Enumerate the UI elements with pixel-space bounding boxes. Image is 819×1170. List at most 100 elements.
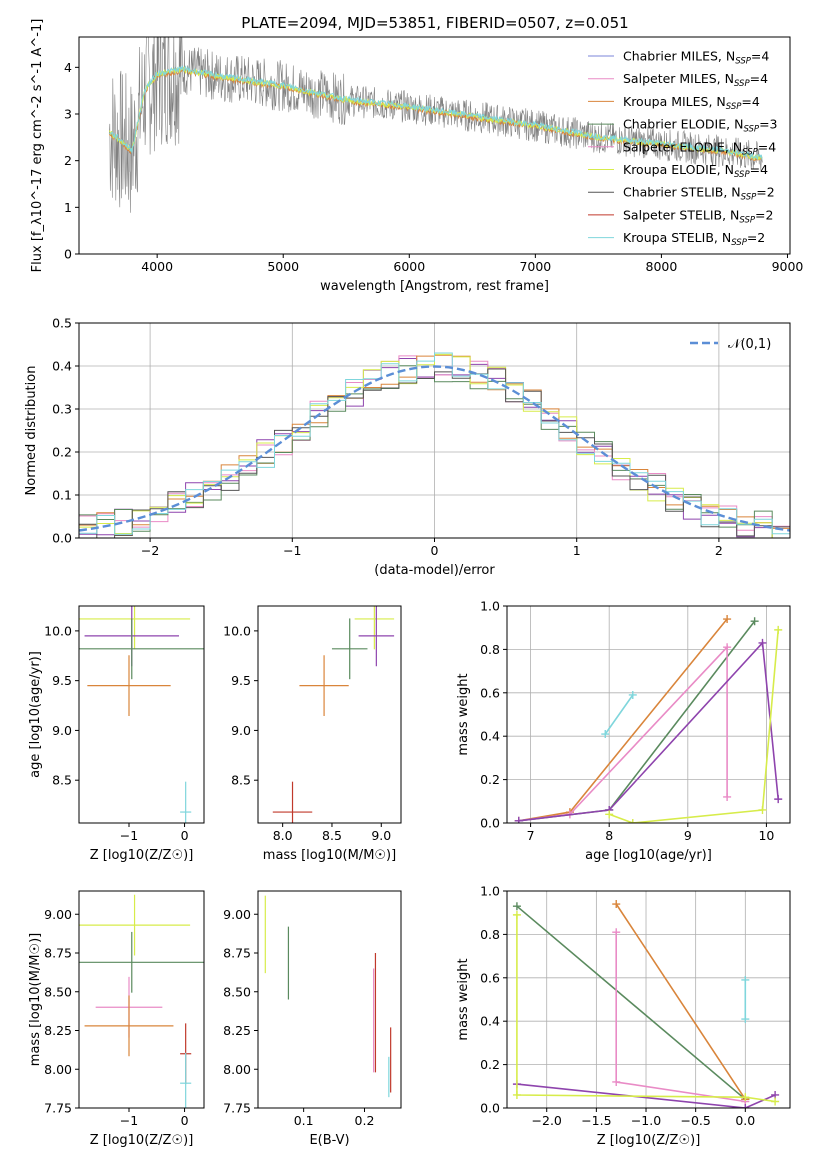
- y-tick-label: 2: [64, 153, 72, 168]
- legend-label: Kroupa ELODIE, NSSP=4: [623, 162, 768, 180]
- x-tick-label: 8: [605, 828, 613, 843]
- y-tick-label: 0.3: [52, 402, 72, 417]
- y-axis-label: mass [log10(M/M☉)]: [28, 933, 43, 1066]
- x-tick-label: −1: [283, 543, 301, 558]
- y-tick-label: 0.1: [52, 488, 72, 503]
- legend-label: Chabrier STELIB, NSSP=2: [623, 185, 775, 203]
- plot-area: [79, 894, 204, 1108]
- x-tick-label: −2.0: [532, 1113, 562, 1128]
- x-tick-label: −1: [120, 828, 138, 843]
- series-marker: [628, 690, 637, 699]
- y-tick-label: 0.8: [480, 927, 500, 942]
- y-tick-label: 0.2: [52, 445, 72, 460]
- x-tick-label: 2: [715, 543, 723, 558]
- series-line: [615, 932, 746, 1103]
- series-marker: [514, 816, 523, 823]
- series-marker: [512, 910, 521, 919]
- series-marker: [774, 625, 783, 634]
- y-tick-label: 0.2: [480, 1057, 500, 1072]
- x-axis-label: age [log10(age/yr)]: [585, 848, 712, 863]
- series-marker: [741, 1104, 750, 1108]
- legend-label: Salpeter ELODIE, NSSP=4: [623, 139, 776, 157]
- y-tick-label: 0.6: [480, 685, 500, 700]
- y-tick-label: 0.2: [480, 772, 500, 787]
- y-tick-label: 0.8: [480, 642, 500, 657]
- x-tick-label: −1.5: [581, 1113, 611, 1128]
- y-tick-label: 9.00: [223, 907, 251, 922]
- y-tick-label: 1.0: [480, 884, 500, 899]
- y-tick-label: 0.6: [480, 970, 500, 985]
- series-marker: [723, 615, 732, 624]
- x-tick-label: 0: [431, 543, 439, 558]
- y-tick-label: 0.5: [52, 316, 72, 331]
- y-tick-label: 9.00: [44, 907, 72, 922]
- x-tick-label: 4000: [141, 259, 173, 274]
- y-tick-label: 8.00: [223, 1062, 251, 1077]
- axes-frame: [506, 890, 791, 1109]
- panel-mass_vs_Z: −1 0 7.75 8.00 8.25 8.50 8.75 9.00 Z [log10(Z/Z☉…: [28, 890, 205, 1148]
- x-tick-label: 1: [573, 543, 581, 558]
- panel-age_vs_mass: 8.0 8.5 9.0 8.5 9.0 9.5 10.0 mass [log10(M/M☉)]: [223, 605, 402, 863]
- series-line: [516, 905, 746, 1100]
- plot-area: [514, 615, 783, 823]
- legend-label: Salpeter STELIB, NSSP=2: [623, 207, 773, 225]
- y-tick-label: 9.5: [231, 673, 251, 688]
- y-tick-label: 1: [64, 200, 72, 215]
- y-tick-label: 7.75: [223, 1101, 251, 1116]
- series-marker: [612, 1077, 621, 1086]
- y-tick-label: 8.5: [231, 773, 251, 788]
- y-tick-label: 8.5: [52, 773, 72, 788]
- plot-area: [264, 895, 392, 1098]
- x-axis-label: E(B-V): [309, 1133, 349, 1148]
- legend-label: Kroupa STELIB, NSSP=2: [623, 230, 765, 248]
- plot-area: [79, 606, 204, 823]
- y-tick-label: 4: [64, 60, 72, 75]
- series-marker: [741, 1093, 750, 1102]
- y-tick-label: 3: [64, 107, 72, 122]
- series-marker: [750, 617, 759, 626]
- y-tick-label: 0.4: [480, 729, 500, 744]
- y-axis-label: mass weight: [456, 673, 471, 755]
- series-marker: [774, 795, 783, 804]
- series-marker: [605, 810, 614, 819]
- plot-area: [512, 900, 780, 1108]
- x-tick-label: 7: [527, 828, 535, 843]
- series-line: [518, 620, 756, 822]
- y-tick-label: 8.25: [223, 1023, 251, 1038]
- series-marker: [758, 638, 767, 647]
- series-line: [604, 694, 634, 735]
- y-tick-label: 8.50: [223, 984, 251, 999]
- legend-label: Salpeter MILES, NSSP=4: [623, 71, 768, 89]
- axes-frame: [257, 605, 402, 824]
- y-tick-label: 0.0: [480, 816, 500, 831]
- y-tick-label: 10.0: [223, 623, 251, 638]
- y-tick-label: 7.75: [44, 1101, 72, 1116]
- y-axis-label: age [log10(age/yr)]: [28, 651, 43, 778]
- series-marker: [512, 902, 521, 911]
- y-tick-label: 0.0: [480, 1101, 500, 1116]
- series-marker: [601, 730, 610, 739]
- series-marker: [741, 975, 750, 984]
- series-marker: [612, 928, 621, 937]
- y-tick-label: 0.4: [52, 359, 72, 374]
- y-tick-label: 0.0: [52, 531, 72, 546]
- x-axis-label: mass [log10(M/M☉)]: [263, 848, 396, 863]
- x-tick-label: 0: [181, 828, 189, 843]
- series-marker: [628, 819, 637, 823]
- y-tick-label: 0: [64, 247, 72, 262]
- series-marker: [758, 805, 767, 814]
- series-marker: [512, 1090, 521, 1099]
- x-tick-label: 8000: [646, 259, 678, 274]
- residual-histogram: [79, 352, 790, 535]
- x-axis-label: wavelength [Angstrom, rest frame]: [320, 279, 549, 294]
- legend: 𝒩(0,1): [690, 337, 771, 352]
- x-tick-label: 9000: [772, 259, 804, 274]
- x-tick-label: 0.0: [735, 1113, 755, 1128]
- series-line: [608, 629, 779, 823]
- x-tick-label: 0.2: [355, 1113, 375, 1128]
- y-tick-label: 8.50: [44, 984, 72, 999]
- legend-label: Chabrier MILES, NSSP=4: [623, 49, 769, 67]
- axes-frame: [78, 890, 205, 1109]
- axes-frame: [78, 36, 791, 255]
- x-tick-label: −0.5: [680, 1113, 710, 1128]
